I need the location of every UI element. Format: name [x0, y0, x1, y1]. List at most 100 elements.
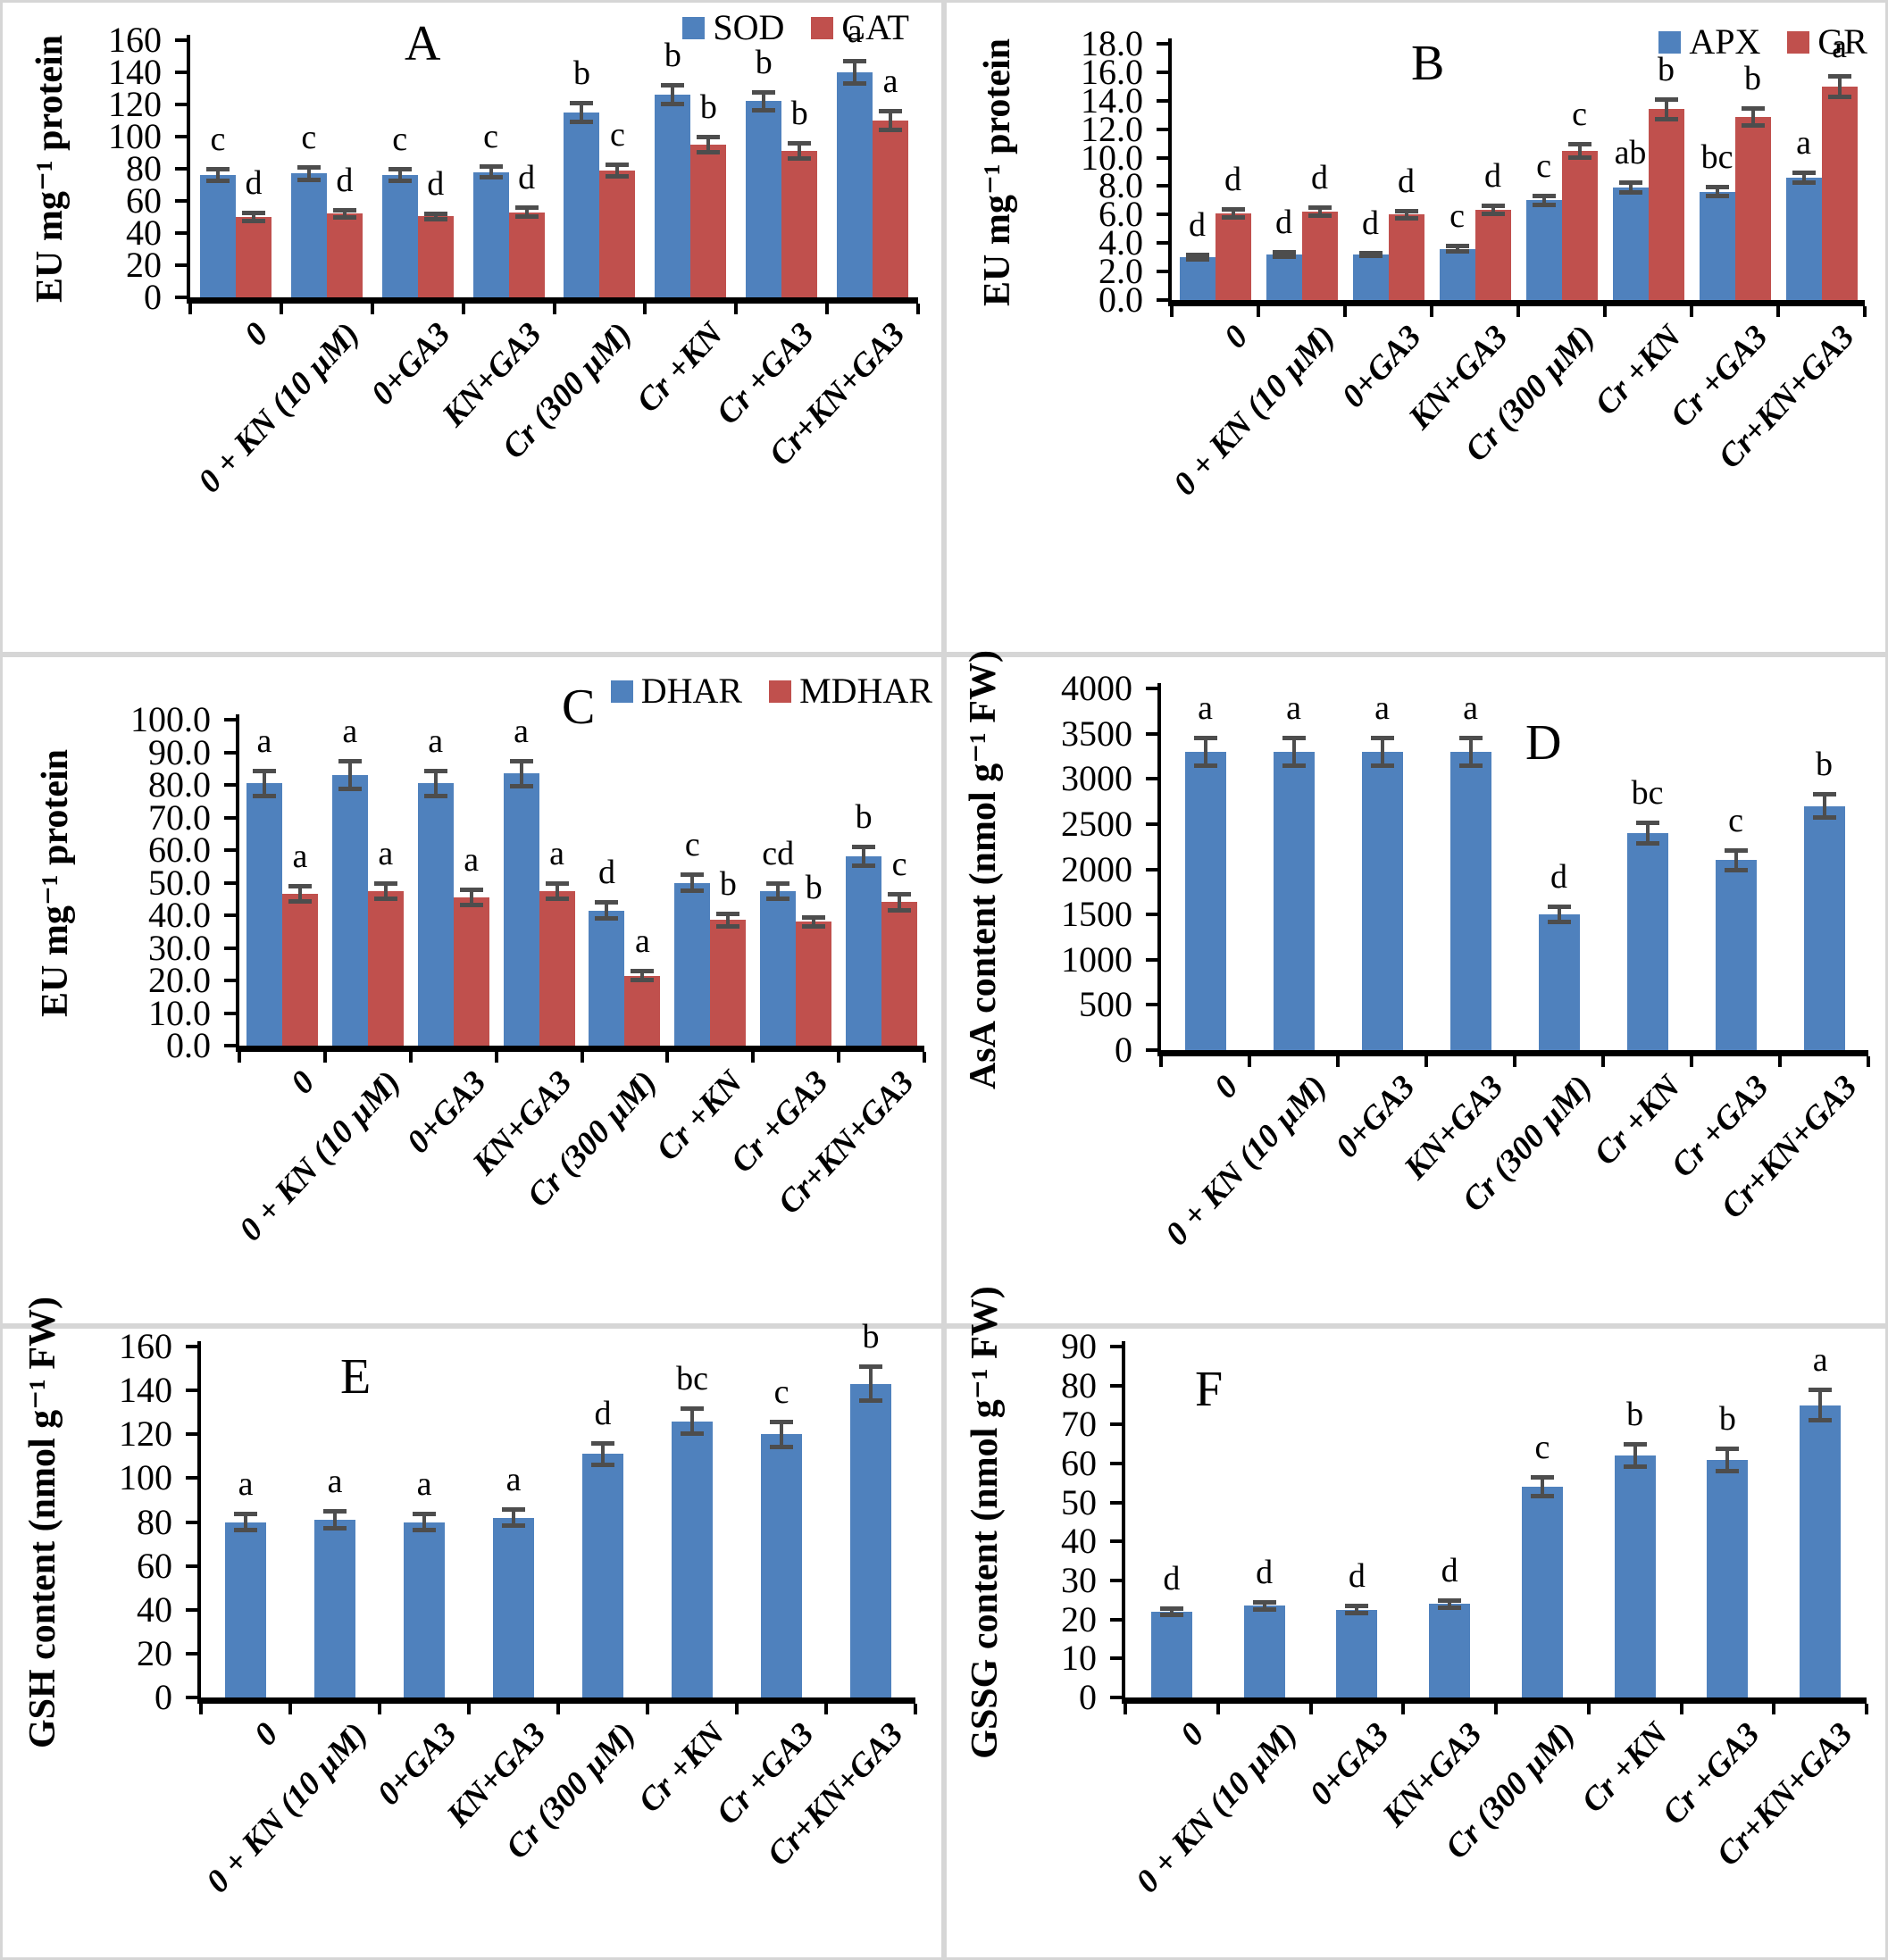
y-tick-label: 30.0: [148, 927, 211, 968]
y-tick-mark: [224, 718, 237, 721]
y-axis-line: [1122, 1341, 1125, 1701]
error-bar: [1541, 195, 1546, 205]
error-bar-cap: [1623, 1464, 1647, 1470]
bar: [235, 217, 272, 297]
error-bar-cap: [697, 135, 721, 139]
x-category-label: 0 + KN (10 µM): [1128, 1715, 1305, 1900]
error-bar: [262, 770, 266, 797]
error-bar-cap: [1792, 170, 1816, 175]
error-bar: [1837, 75, 1842, 97]
y-tick-label: 10: [1061, 1638, 1097, 1679]
y-tick-mark: [1146, 1048, 1158, 1052]
y-tick-mark: [224, 880, 237, 885]
significance-letter: a: [428, 721, 444, 760]
error-bar: [862, 847, 866, 867]
bar: [199, 175, 236, 297]
y-tick-mark: [175, 38, 188, 42]
bar: [1821, 86, 1858, 300]
chart-c: EU mg⁻¹ protein 0.0 10.0 20.0 30.0 40.0 50.0 60…: [3, 657, 941, 1323]
bar: [281, 894, 318, 1046]
x-tick-mark: [1516, 306, 1520, 317]
panel-f: GSSG content (nmol g⁻¹ FW) 0 10 20 30 40 50 60 7…: [944, 1286, 1888, 1960]
significance-letter: c: [1572, 96, 1587, 134]
significance-letter: a: [549, 834, 564, 872]
error-bar-cap: [545, 880, 569, 886]
y-tick-label: 0: [1115, 1030, 1132, 1070]
x-tick-mark: [825, 304, 830, 314]
y-tick-mark: [1157, 42, 1169, 46]
y-tick-label: 80.0: [148, 764, 211, 805]
error-bar-cap: [770, 1444, 793, 1449]
y-tick-mark: [224, 913, 237, 917]
bar: [564, 113, 600, 297]
error-bar-cap: [1809, 1388, 1833, 1393]
bar: [331, 775, 368, 1046]
bar: [246, 783, 282, 1046]
y-tick-mark: [1157, 155, 1169, 160]
bar: [850, 1383, 891, 1697]
error-bar: [422, 1513, 426, 1531]
y-tick-mark: [224, 848, 237, 852]
error-bar-cap: [1394, 216, 1418, 221]
bar: [1648, 109, 1684, 300]
x-tick-mark: [1257, 306, 1260, 317]
significance-letter: cd: [762, 834, 795, 872]
error-bar-cap: [1345, 1604, 1369, 1609]
legend-swatch: [682, 16, 706, 39]
bar: [837, 72, 873, 297]
error-bar-cap: [413, 1511, 436, 1516]
significance-letter: a: [1286, 688, 1301, 727]
x-tick-mark: [643, 304, 647, 314]
x-tick-mark: [1679, 1704, 1683, 1714]
chart-f: GSSG content (nmol g⁻¹ FW) 0 10 20 30 40 50 60 7…: [947, 1286, 1885, 1957]
significance-letter: d: [1311, 159, 1328, 197]
x-tick-mark: [580, 1052, 584, 1063]
error-bar-cap: [297, 165, 321, 171]
error-bar: [898, 894, 902, 911]
x-tick-mark: [1494, 1704, 1498, 1714]
error-bar-cap: [888, 892, 912, 897]
y-tick-mark: [224, 815, 237, 820]
y-tick-label: 0: [144, 277, 162, 317]
x-tick-mark: [1336, 1056, 1340, 1067]
y-tick-mark: [1146, 913, 1158, 917]
x-tick-mark: [824, 1704, 828, 1714]
y-tick-label: 20: [1061, 1598, 1097, 1639]
error-bar-cap: [1193, 763, 1217, 769]
error-bar: [347, 760, 352, 790]
x-category-label: 0 + KN (10 µM): [199, 1715, 375, 1900]
significance-letter: d: [1550, 858, 1567, 896]
y-tick-mark: [1157, 298, 1169, 302]
y-tick-label: 0.0: [166, 1025, 211, 1065]
x-tick-mark: [1343, 306, 1347, 317]
error-bar-cap: [1307, 205, 1332, 211]
y-tick-mark: [186, 1520, 198, 1524]
significance-letter: a: [256, 721, 272, 760]
significance-letter: b: [790, 95, 808, 133]
error-bar-cap: [1623, 1442, 1647, 1447]
bar: [1785, 177, 1822, 300]
y-tick-mark: [186, 1607, 198, 1612]
error-bar-cap: [788, 156, 812, 162]
y-tick-mark: [1110, 1539, 1123, 1544]
x-category-label: 0: [1216, 318, 1256, 356]
y-tick-mark: [1157, 241, 1169, 246]
error-bar-cap: [1358, 250, 1383, 255]
error-bar-cap: [234, 1528, 257, 1533]
error-bar-cap: [1445, 244, 1469, 249]
error-bar: [1664, 99, 1668, 120]
error-bar-cap: [661, 102, 685, 106]
x-tick-mark: [916, 304, 920, 314]
y-tick-label: 40: [137, 1589, 172, 1630]
significance-letter: c: [392, 121, 408, 158]
y-axis-line: [236, 714, 239, 1049]
significance-letter: b: [805, 868, 823, 906]
error-bar: [1455, 246, 1459, 252]
error-bar-cap: [1654, 116, 1678, 121]
error-bar: [555, 882, 559, 899]
bar: [796, 922, 832, 1046]
x-tick-mark: [1248, 1056, 1251, 1067]
error-bar-cap: [1547, 920, 1571, 925]
error-bar-cap: [802, 914, 826, 920]
y-tick-mark: [1110, 1579, 1123, 1582]
